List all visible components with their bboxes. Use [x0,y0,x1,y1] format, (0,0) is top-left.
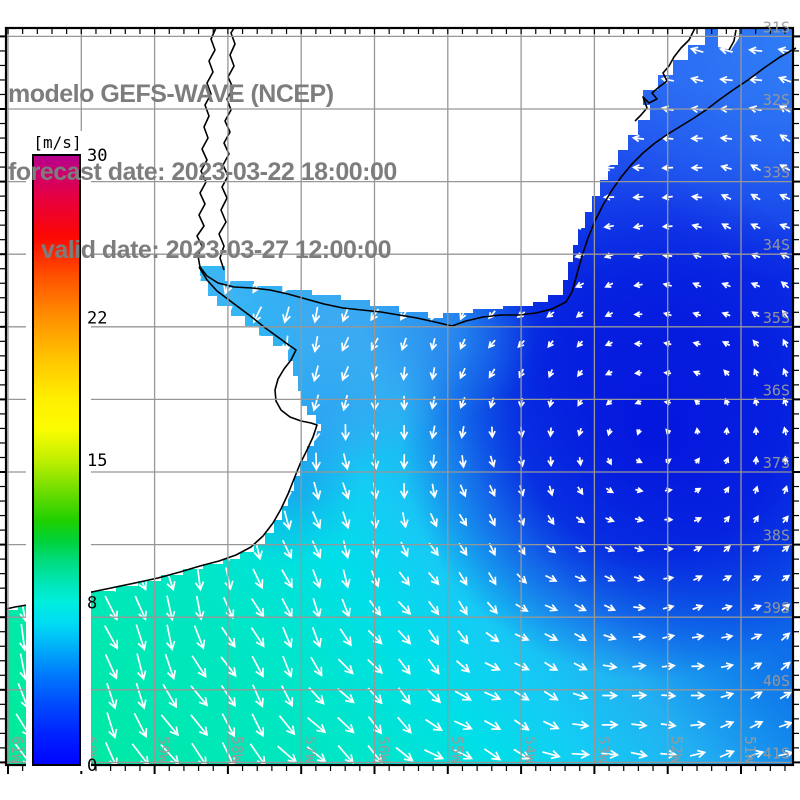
svg-text:36S: 36S [763,381,790,399]
plot-titles: modelo GEFS-WAVE (NCEP) forecast date: 2… [8,29,397,315]
map-frame [4,26,795,767]
svg-text:35S: 35S [763,309,790,327]
svg-text:54W: 54W [521,736,539,764]
svg-text:56W: 56W [375,736,393,764]
lon-labels: 61W60W59W58W57W56W55W54W53W52W51W [8,736,759,764]
colorbar: [m/s] 30 22 15 8 0 [26,131,107,776]
svg-text:52W: 52W [668,736,686,764]
svg-text:32S: 32S [763,91,790,109]
svg-text:59W: 59W [155,736,173,764]
forecast-date-line: forecast date: 2023-03-22 18:00:00 [8,158,397,186]
valid-date-line: valid date: 2023-03-27 12:00:00 [41,236,391,264]
lat-labels: 31S 32S 33S 34S 35S 36S 37S 38S 39S 40S 41S [763,18,790,762]
svg-text:58W: 58W [228,736,246,764]
colorbar-tick-labels: 30 22 15 8 0 [87,146,107,776]
model-title: modelo GEFS-WAVE (NCEP) [8,80,334,108]
svg-text:51W: 51W [741,736,759,764]
svg-text:30: 30 [87,146,107,166]
svg-text:38S: 38S [763,527,790,545]
latlon-grid [6,28,793,765]
svg-text:33S: 33S [763,164,790,182]
coastline-layer [5,27,797,610]
svg-text:41S: 41S [763,744,790,762]
svg-text:0: 0 [87,756,97,776]
svg-text:40S: 40S [763,672,790,690]
svg-text:55W: 55W [448,736,466,764]
colorbar-unit-label: [m/s] [33,133,81,152]
svg-text:8: 8 [87,593,97,613]
svg-text:61W: 61W [8,736,26,764]
svg-text:57W: 57W [301,736,319,764]
svg-text:15: 15 [87,451,107,471]
lagoon-island-patch [718,28,739,50]
colorbar-gradient [32,154,81,766]
svg-text:22: 22 [87,309,107,329]
svg-text:34S: 34S [763,236,790,254]
svg-text:31S: 31S [763,18,790,36]
svg-text:53W: 53W [594,736,612,764]
svg-text:39S: 39S [763,599,790,617]
svg-text:37S: 37S [763,454,790,472]
